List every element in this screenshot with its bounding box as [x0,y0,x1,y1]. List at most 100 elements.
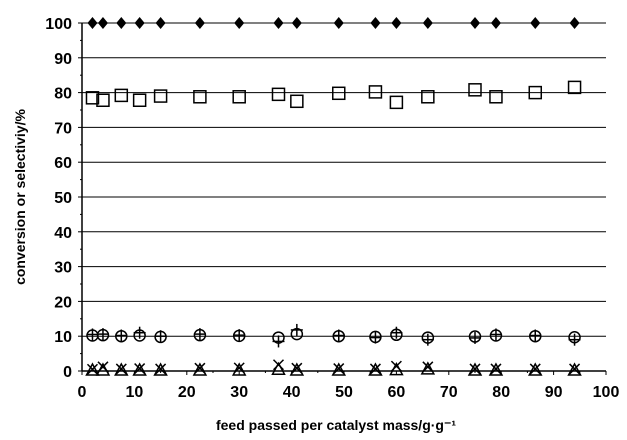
cross-b [155,363,167,375]
diamond-marker [490,17,501,29]
triangle-marker [289,362,305,376]
plus-marker [290,323,303,336]
y-tick-label: 70 [54,120,72,137]
diamond-marker [569,17,580,29]
triangle-marker [527,362,543,376]
x-tick-label: 50 [335,384,353,401]
y-axis-title: conversion or selectiviy/% [12,109,28,285]
plus-marker [369,331,382,344]
triangle-marker [467,362,483,376]
square-marker [489,90,503,104]
square-marker [528,85,543,100]
square-marker [193,90,207,104]
x-tick-label: 40 [283,384,301,401]
y-tick-label: 80 [54,86,72,103]
square-marker [290,94,304,109]
plus-marker [489,328,502,341]
square-marker [96,93,110,108]
square-marker [153,89,168,103]
x-tick-label: 80 [492,384,510,401]
gridlines [82,22,606,337]
triangle-marker [389,362,404,376]
cross-marker [155,363,167,375]
x-tick-label: 10 [126,384,144,401]
square-marker [389,95,404,110]
cross-b [569,363,581,375]
plus-marker [115,329,128,342]
cross-marker [569,363,581,375]
cross-marker [333,363,345,375]
triangle-marker [231,362,247,376]
triangle-marker [132,362,147,376]
diamond-marker [194,17,205,29]
x-tick-label: 20 [178,384,196,401]
square-marker [468,83,482,97]
axes [78,22,607,375]
y-tick-label: 20 [54,294,72,311]
diamond-marker [370,17,381,29]
triangle-marker [153,362,168,376]
plus-marker [469,331,481,344]
x-axis-title: feed passed per catalyst mass/g·g⁻¹ [216,417,456,433]
diamond-marker [116,17,127,29]
square-marker [114,88,129,103]
x-tick-label: 60 [388,384,406,401]
cross-marker [369,363,381,375]
plus-marker [133,326,146,339]
plus-marker [96,328,109,341]
square-marker [368,85,383,99]
square-marker [332,86,346,101]
plus-marker [421,333,434,346]
diamond-marker [87,17,98,29]
square-marker [132,93,147,108]
plus-marker [154,330,167,343]
triangle-marker [192,362,208,376]
cross-b [134,363,146,375]
diamond-marker [155,17,166,29]
y-tick-label: 30 [54,260,72,277]
diamond-marker [530,17,541,29]
diamond-marker [134,17,145,29]
cross-b [529,363,541,375]
x-tick-label: 100 [593,384,620,401]
cross-marker [86,363,99,375]
y-tick-label: 50 [54,190,72,207]
square-marker [232,90,246,104]
diamond-marker [422,17,433,29]
square-marker [421,90,435,104]
triangle-marker [331,362,347,376]
x-tick-label: 30 [230,384,248,401]
diamond-marker [291,17,302,29]
diamond-marker [273,17,284,29]
cross-marker [490,363,502,375]
plus-marker [529,329,542,342]
x-tick-label: 0 [78,384,87,401]
cross-b [333,363,345,375]
x-tick-label: 90 [545,384,563,401]
triangle-marker [85,362,100,376]
plus-marker [233,329,246,342]
cross-marker [529,363,541,375]
triangle-marker [368,362,383,376]
triangle-marker [420,361,436,375]
square-marker [85,91,100,105]
square-marker [567,80,582,95]
y-tick-label: 10 [54,329,72,346]
diamond-marker [234,17,245,29]
y-tick-label: 100 [45,16,72,33]
plus-marker [86,328,99,341]
diamond-marker [391,17,402,29]
triangle-marker [95,362,111,376]
cross-b [369,363,381,375]
square-marker [271,87,286,102]
x-axis-tick-labels: 0 10 20 30 40 50 60 70 80 90 100 [78,384,620,401]
cross-b [115,363,127,375]
cross-marker [134,363,146,375]
x-tick-label: 70 [440,384,458,401]
triangle-marker [488,362,504,376]
triangle-marker [271,361,286,376]
y-tick-label: 90 [54,51,72,68]
plus-marker [390,326,403,339]
diamond-marker [333,17,344,29]
